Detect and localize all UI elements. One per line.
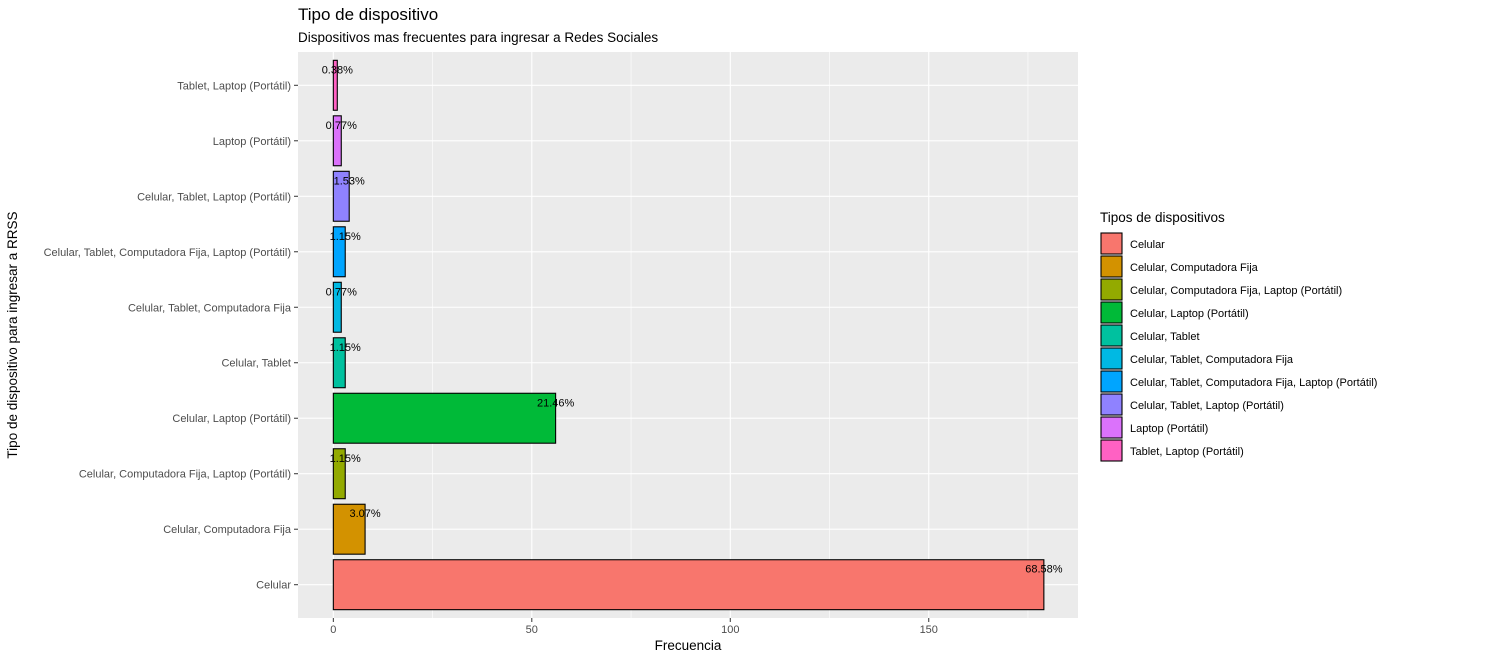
legend-key bbox=[1100, 439, 1123, 462]
data-label: 68.58% bbox=[1025, 564, 1063, 576]
x-tick-label: 0 bbox=[330, 624, 336, 636]
legend-label: Celular, Laptop (Portátil) bbox=[1130, 308, 1249, 320]
bars bbox=[332, 59, 1045, 611]
bar bbox=[332, 392, 557, 444]
data-label: 1.15% bbox=[330, 342, 361, 354]
data-label: 3.07% bbox=[349, 508, 380, 520]
data-label: 21.46% bbox=[537, 397, 575, 409]
data-label: 1.53% bbox=[334, 175, 365, 187]
x-axis: 0 50 100 150 bbox=[330, 618, 938, 636]
legend: Tipos de dispositivos Celular Celular, Co… bbox=[1100, 210, 1377, 462]
bar bbox=[332, 281, 342, 333]
bar bbox=[332, 115, 342, 167]
bar bbox=[332, 59, 338, 111]
legend-label: Celular, Computadora Fija, Laptop (Portá… bbox=[1130, 285, 1342, 297]
bar bbox=[332, 559, 1045, 611]
y-tick-label: Celular bbox=[256, 580, 291, 592]
bar bbox=[332, 337, 346, 389]
legend-label: Celular, Tablet, Laptop (Portátil) bbox=[1130, 400, 1284, 412]
data-labels: 68.58% 3.07% 1.15% 21.46% 1.15% 0.77% 1.15% 1.5… bbox=[322, 64, 1063, 575]
x-tick-label: 100 bbox=[721, 624, 739, 636]
chart-title: Tipo de dispositivo bbox=[298, 5, 438, 24]
bar bbox=[332, 448, 346, 500]
x-tick-label: 50 bbox=[526, 624, 538, 636]
legend-key bbox=[1100, 347, 1123, 370]
data-label: 1.15% bbox=[330, 453, 361, 465]
legend-key bbox=[1100, 232, 1123, 255]
bar bbox=[332, 226, 346, 278]
data-label: 1.15% bbox=[330, 231, 361, 243]
bar bbox=[332, 170, 350, 222]
y-tick-label: Tablet, Laptop (Portátil) bbox=[177, 80, 291, 92]
y-tick-label: Celular, Tablet, Computadora Fija, Lapto… bbox=[44, 247, 291, 259]
y-tick-label: Celular, Laptop (Portátil) bbox=[172, 413, 291, 425]
legend-label: Celular, Tablet bbox=[1130, 331, 1200, 343]
bar bbox=[332, 503, 366, 555]
legend-key bbox=[1100, 301, 1123, 324]
x-axis-title: Frecuencia bbox=[655, 638, 722, 653]
y-axis: Celular Celular, Computadora Fija Celular,… bbox=[44, 80, 298, 592]
data-label: 0.38% bbox=[322, 64, 353, 76]
y-tick-label: Celular, Tablet bbox=[221, 358, 291, 370]
legend-label: Tablet, Laptop (Portátil) bbox=[1130, 446, 1244, 458]
legend-label: Laptop (Portátil) bbox=[1130, 423, 1208, 435]
chart-subtitle: Dispositivos mas frecuentes para ingresa… bbox=[298, 30, 658, 45]
legend-key bbox=[1100, 416, 1123, 439]
legend-key bbox=[1100, 278, 1123, 301]
legend-key bbox=[1100, 370, 1123, 393]
data-label: 0.77% bbox=[326, 286, 357, 298]
y-axis-title: Tipo de dispositivo para ingresar a RRSS bbox=[5, 211, 20, 458]
legend-title: Tipos de dispositivos bbox=[1100, 210, 1225, 225]
plot-panel bbox=[298, 52, 1078, 618]
legend-label: Celular, Computadora Fija bbox=[1130, 262, 1259, 274]
y-tick-label: Celular, Computadora Fija bbox=[163, 524, 292, 536]
y-tick-label: Celular, Computadora Fija, Laptop (Portá… bbox=[79, 469, 291, 481]
legend-label: Celular, Tablet, Computadora Fija, Lapto… bbox=[1130, 377, 1377, 389]
legend-key bbox=[1100, 393, 1123, 416]
x-tick-label: 150 bbox=[920, 624, 938, 636]
y-tick-label: Celular, Tablet, Computadora Fija bbox=[128, 302, 292, 314]
legend-label: Celular, Tablet, Computadora Fija bbox=[1130, 354, 1294, 366]
legend-key bbox=[1100, 324, 1123, 347]
y-tick-label: Laptop (Portátil) bbox=[213, 136, 291, 148]
legend-key bbox=[1100, 255, 1123, 278]
y-tick-label: Celular, Tablet, Laptop (Portátil) bbox=[137, 191, 291, 203]
data-label: 0.77% bbox=[326, 120, 357, 132]
legend-label: Celular bbox=[1130, 239, 1165, 251]
